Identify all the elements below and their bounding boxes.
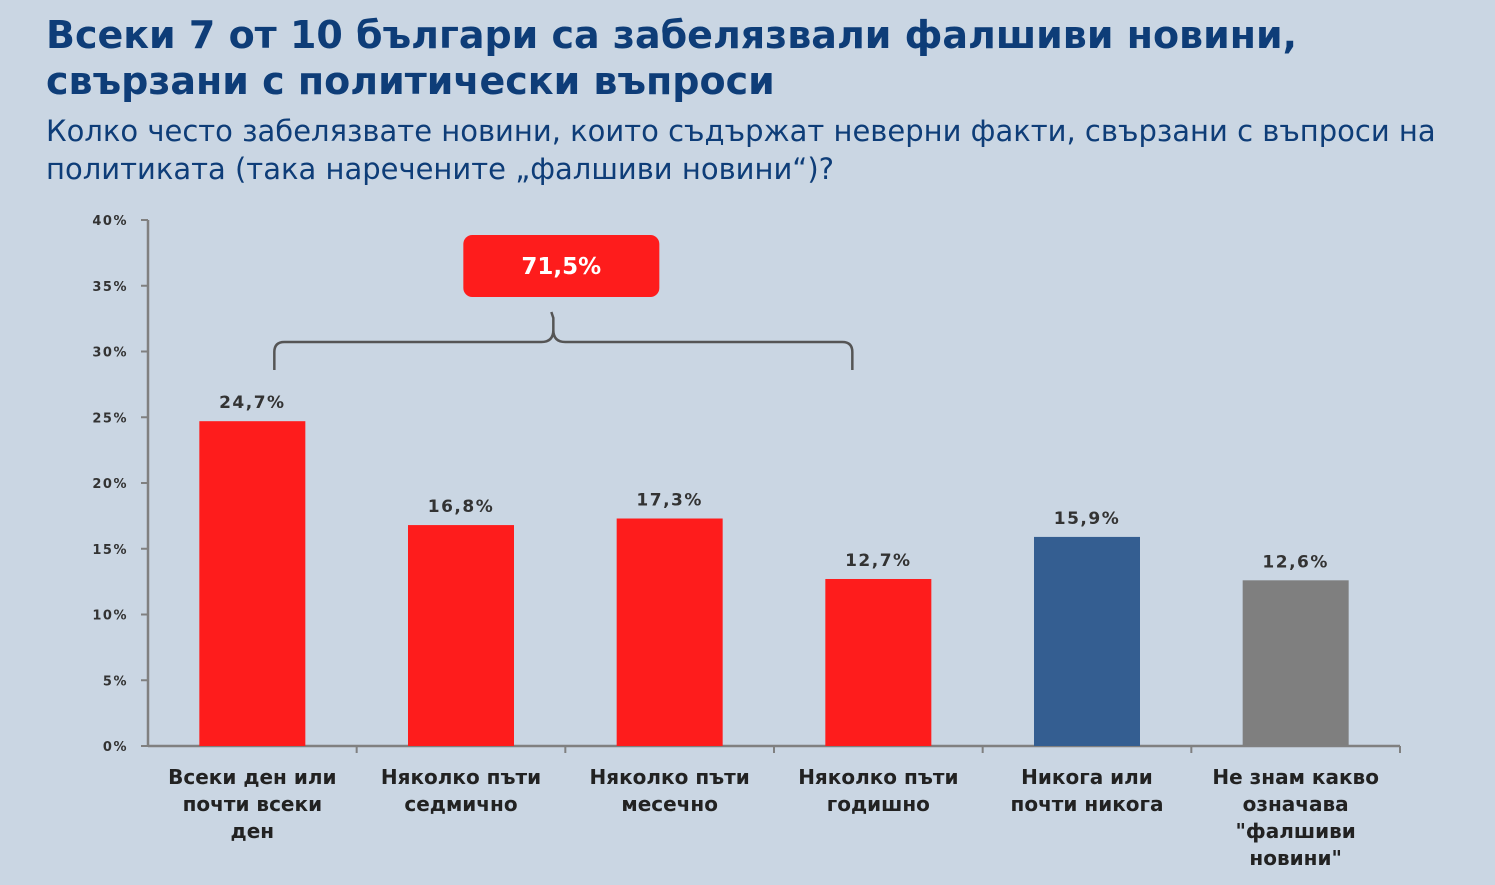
- category-label-line: Няколко пъти: [798, 765, 958, 789]
- category-label-line: Няколко пъти: [590, 765, 750, 789]
- category-label-line: ден: [231, 819, 275, 843]
- category-label-line: почти никога: [1011, 792, 1164, 816]
- y-tick-label: 25%: [92, 411, 128, 426]
- data-label: 17,3%: [636, 491, 702, 511]
- category-label-line: почти всеки: [183, 792, 323, 816]
- category-label: Няколко пъти годишно: [798, 765, 958, 816]
- data-label: 12,6%: [1262, 552, 1328, 572]
- y-tick-label: 20%: [92, 477, 128, 492]
- category-labels: Всеки ден или почти всеки ден Няколко пъти с…: [168, 765, 1379, 870]
- category-label-line: месечно: [621, 792, 718, 816]
- category-label-line: "фалшиви: [1235, 819, 1355, 843]
- y-tick-label: 30%: [92, 346, 128, 361]
- category-label: Не знам какво означава "фалшиви новини": [1212, 765, 1379, 870]
- bar: [199, 421, 306, 746]
- annotation-box: [463, 235, 660, 297]
- category-label: Няколко пъти месечно: [590, 765, 750, 816]
- y-axis: 0% 5% 10% 15% 20% 25% 30% 35% 40%: [92, 214, 150, 755]
- data-labels: 24,7% 16,8% 17,3% 12,7% 15,9% 12,6%: [219, 393, 1328, 572]
- bar: [1242, 580, 1349, 746]
- annotation-label: 71,5%: [521, 254, 601, 280]
- category-label: Никога или почти никога: [1011, 765, 1164, 816]
- bar: [1034, 536, 1140, 746]
- category-label-line: Не знам какво: [1212, 765, 1379, 789]
- bar: [408, 525, 514, 746]
- x-axis: [148, 744, 1401, 753]
- y-tick-label: 40%: [92, 214, 128, 229]
- y-tick-label: 10%: [92, 609, 128, 624]
- category-label-line: Всеки ден или: [168, 765, 336, 789]
- annotation-bracket: [273, 311, 854, 370]
- category-label-line: Никога или: [1021, 765, 1153, 789]
- chart-title: Всеки 7 от 10 българи са забелязвали фал…: [46, 13, 1298, 103]
- y-tick-label: 0%: [103, 740, 128, 755]
- y-tick-label: 35%: [92, 280, 128, 295]
- y-tick-label: 15%: [92, 543, 128, 558]
- data-label: 12,7%: [845, 551, 911, 571]
- category-label-line: Няколко пъти: [381, 765, 541, 789]
- data-label: 15,9%: [1054, 509, 1120, 529]
- bar: [616, 518, 723, 746]
- category-label-line: годишно: [827, 792, 930, 816]
- category-label-line: означава: [1243, 792, 1349, 816]
- chart-subtitle: Колко често забелязвате новини, които съ…: [46, 114, 1436, 186]
- bars: [199, 421, 1349, 746]
- data-label: 24,7%: [219, 393, 285, 413]
- data-label: 16,8%: [428, 497, 494, 517]
- category-label: Няколко пъти седмично: [381, 765, 541, 816]
- bar: [825, 578, 932, 746]
- y-tick-label: 5%: [103, 674, 128, 689]
- category-label-line: новини": [1249, 846, 1341, 870]
- annotation: 71,5%: [273, 235, 854, 370]
- category-label: Всеки ден или почти всеки ден: [168, 765, 336, 843]
- category-label-line: седмично: [404, 792, 517, 816]
